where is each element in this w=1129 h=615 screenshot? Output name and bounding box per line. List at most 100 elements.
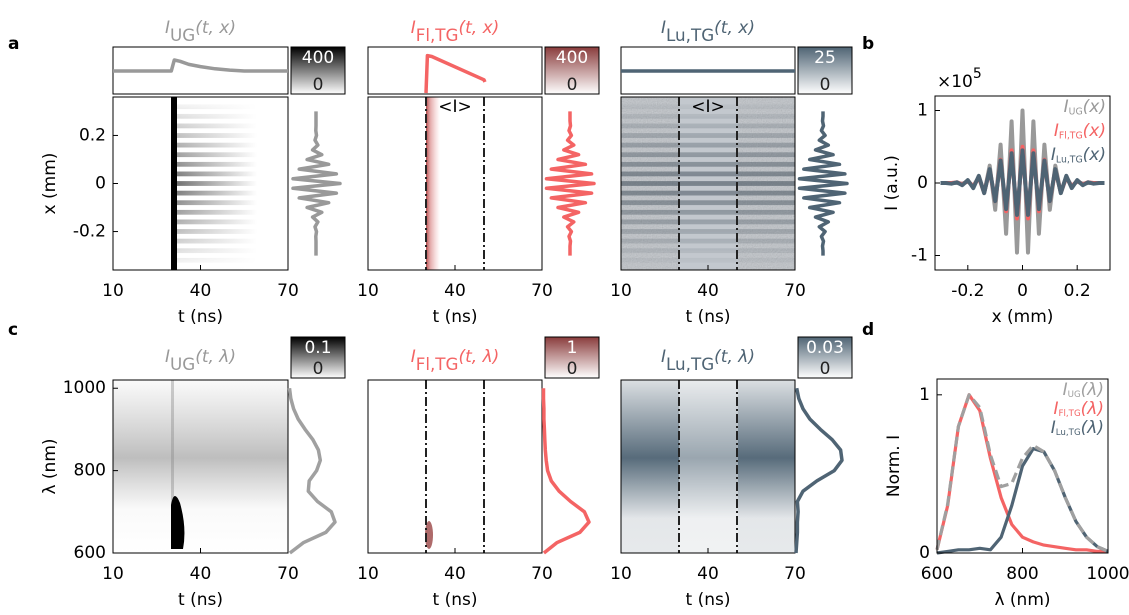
colorbar xyxy=(797,336,853,379)
symbol: I xyxy=(1063,380,1068,400)
chart-title: IFl,TG(t, λ) xyxy=(411,347,500,374)
x-tick-label: 70 xyxy=(277,281,299,301)
x-tick-label: 70 xyxy=(784,564,806,584)
subscript: UG xyxy=(1068,390,1081,400)
x-tick-label: 40 xyxy=(697,281,719,301)
y-tick-label: -1 xyxy=(911,246,928,266)
trace-frame xyxy=(367,46,543,95)
subscript: UG xyxy=(170,25,195,45)
x-tick-label: 0 xyxy=(1017,281,1028,301)
x-axis-label: t (ns) xyxy=(686,590,731,610)
symbol: I xyxy=(1064,97,1069,117)
time-trace xyxy=(113,58,288,73)
colorbar-max-label: 0.1 xyxy=(304,338,331,358)
side-profile xyxy=(544,111,596,256)
y-axis-label: I (a.u.) xyxy=(882,155,902,211)
x-tick-label: 70 xyxy=(531,281,553,301)
y-multiplier: ×105 xyxy=(937,66,982,92)
y-axis-label: λ (nm) xyxy=(40,438,60,494)
x-axis-label: t (ns) xyxy=(178,590,223,610)
argument: (t, λ) xyxy=(459,347,500,367)
legend-entry: IUG(x) xyxy=(1064,97,1106,117)
chart-title: IUG(t, λ) xyxy=(165,347,236,374)
argument: (λ) xyxy=(1081,399,1104,419)
x-tick-label: 40 xyxy=(444,564,466,584)
x-tick-label: 10 xyxy=(357,281,379,301)
x-axis-label: t (ns) xyxy=(433,590,478,610)
colorbar-min-label: 0 xyxy=(567,359,578,379)
symbol: I xyxy=(165,347,170,367)
x-tick-label: 0.2 xyxy=(1064,281,1091,301)
x-tick-label: 10 xyxy=(357,564,379,584)
colorbar xyxy=(544,336,600,379)
subscript: UG xyxy=(170,354,195,374)
colorbar-min-label: 0 xyxy=(313,359,324,379)
heatmap-c2 xyxy=(368,380,542,553)
subscript: UG xyxy=(1069,106,1083,117)
y-tick-label: -0.2 xyxy=(73,222,106,242)
x-tick-label: 800 xyxy=(1006,564,1038,584)
argument: (x) xyxy=(1083,145,1106,165)
colorbar xyxy=(290,336,346,379)
colorbar-min-label: 0 xyxy=(820,75,831,95)
argument: (t, λ) xyxy=(195,347,236,367)
legend-entry: IUG(λ) xyxy=(1063,380,1104,400)
side-profile xyxy=(794,387,844,554)
x-tick-label: 70 xyxy=(531,564,553,584)
panel-label: d xyxy=(862,320,874,340)
symbol: I xyxy=(411,347,416,367)
multiplier-base: ×10 xyxy=(937,72,973,92)
y-tick-label: 0.2 xyxy=(79,125,106,145)
x-tick-label: 10 xyxy=(102,281,124,301)
symbol: I xyxy=(1053,399,1058,419)
subscript: Fl,TG xyxy=(1059,130,1083,141)
x-tick-label: 40 xyxy=(190,281,212,301)
colorbar-max-label: 400 xyxy=(556,48,588,68)
x-tick-label: 600 xyxy=(921,564,953,584)
series-line xyxy=(935,393,1108,553)
series-line xyxy=(935,393,1109,553)
colorbar-max-label: 1 xyxy=(567,338,578,358)
legend-entry: ILu,TG(λ) xyxy=(1051,418,1104,438)
time-trace xyxy=(424,53,487,94)
side-profile xyxy=(291,111,342,256)
argument: (t, x) xyxy=(714,18,755,38)
subscript: Lu,TG xyxy=(1056,154,1083,165)
y-tick-label: 0 xyxy=(917,173,928,193)
side-profile xyxy=(287,387,337,555)
symbol: I xyxy=(165,18,170,38)
series-line xyxy=(940,148,1105,217)
x-tick-label: 10 xyxy=(102,564,124,584)
colorbar xyxy=(290,46,346,95)
y-tick-label: 0 xyxy=(919,543,930,563)
symbol: I xyxy=(411,18,416,38)
window-label: <I> xyxy=(691,97,725,117)
legend-entry: IFl,TG(x) xyxy=(1054,121,1106,141)
panel-label: c xyxy=(8,320,18,340)
subscript: Lu,TG xyxy=(666,354,714,374)
symbol: I xyxy=(661,347,666,367)
x-tick-label: 10 xyxy=(610,281,632,301)
argument: (λ) xyxy=(1081,418,1104,438)
x-tick-label: 70 xyxy=(784,281,806,301)
y-tick-label: 1 xyxy=(917,101,928,121)
subscript: Fl,TG xyxy=(1059,409,1081,419)
x-tick-label: 10 xyxy=(610,564,632,584)
argument: (t, x) xyxy=(459,18,500,38)
heatmap-c3 xyxy=(621,380,795,553)
side-profile xyxy=(797,111,849,256)
legend-entry: ILu,TG(x) xyxy=(1051,145,1106,165)
heatmap-a2 xyxy=(368,97,542,270)
x-axis-label: x (mm) xyxy=(992,307,1054,327)
symbol: I xyxy=(1051,418,1056,438)
chart-title: IUG(t, x) xyxy=(165,18,236,45)
x-tick-label: -0.2 xyxy=(951,281,984,301)
heatmap-c1 xyxy=(113,380,288,553)
x-axis-label: λ (nm) xyxy=(994,590,1050,610)
colorbar xyxy=(544,46,600,95)
multiplier-exponent: 5 xyxy=(973,66,982,82)
colorbar-max-label: 25 xyxy=(814,48,836,68)
subscript: Fl,TG xyxy=(416,354,459,374)
